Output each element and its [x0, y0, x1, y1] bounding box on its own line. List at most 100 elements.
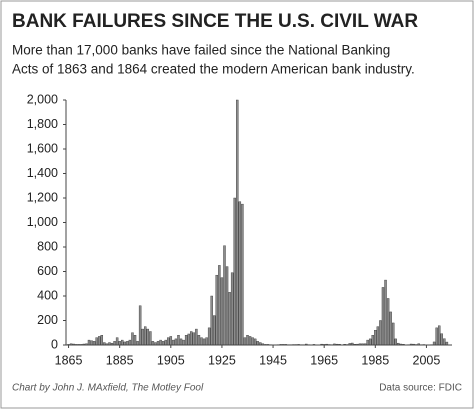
- x-tick-label: 1985: [361, 353, 389, 367]
- bar: [366, 339, 369, 346]
- bar: [149, 331, 152, 346]
- bar: [225, 266, 229, 346]
- bar: [190, 331, 193, 346]
- bar: [220, 277, 224, 346]
- credit: Chart by John J. MAxfield, The Motley Fo…: [12, 383, 204, 394]
- y-tick-label: 1,000: [27, 215, 58, 229]
- bar: [179, 338, 183, 346]
- bar: [238, 201, 242, 346]
- bar: [159, 339, 162, 346]
- bar: [236, 99, 239, 346]
- bar: [251, 337, 254, 346]
- x-tick-label: 1905: [157, 353, 185, 367]
- bar: [202, 338, 206, 346]
- bar: [228, 292, 231, 346]
- bar: [440, 333, 443, 346]
- bar: [92, 341, 96, 346]
- bar: [133, 335, 137, 346]
- bar: [100, 335, 104, 346]
- bar: [161, 341, 165, 346]
- bar: [374, 330, 377, 346]
- bar: [118, 341, 121, 346]
- bar: [138, 305, 142, 346]
- bar: [167, 337, 170, 346]
- bar: [192, 332, 196, 346]
- bar: [443, 338, 446, 346]
- bar: [386, 298, 390, 346]
- bar: [90, 340, 93, 346]
- y-tick-label: 0: [51, 337, 58, 351]
- y-tick-label: 1,600: [27, 141, 58, 155]
- bar: [241, 203, 244, 346]
- bar: [195, 328, 198, 346]
- bar: [435, 327, 438, 346]
- bar: [205, 337, 208, 346]
- bar: [207, 327, 211, 346]
- bar: [115, 337, 119, 346]
- bar: [146, 328, 150, 346]
- bar: [144, 326, 147, 346]
- bar: [389, 311, 392, 346]
- bar: [200, 337, 203, 346]
- y-tick-label: 2,000: [27, 92, 58, 106]
- bar: [213, 315, 216, 346]
- bar: [121, 339, 124, 346]
- bar: [128, 339, 132, 346]
- bar: [379, 320, 382, 346]
- bar: [87, 339, 91, 346]
- bar: [368, 338, 372, 346]
- x-tick-label: 1925: [208, 353, 236, 367]
- x-tick-label: 1885: [106, 353, 134, 367]
- chart-title: BANK FAILURES SINCE THE U.S. CIVIL WAR: [12, 11, 418, 32]
- bar: [248, 336, 252, 346]
- y-tick-label: 1,800: [27, 117, 58, 131]
- bar: [126, 341, 129, 346]
- bar: [141, 328, 144, 346]
- bar: [95, 337, 98, 346]
- bar: [218, 265, 221, 346]
- y-tick-label: 200: [37, 313, 58, 327]
- bar: [210, 295, 213, 346]
- bar: [230, 272, 234, 346]
- bar: [215, 274, 219, 346]
- y-tick-label: 400: [37, 288, 58, 302]
- bar: [253, 338, 257, 346]
- bar: [371, 335, 374, 346]
- bar: [187, 333, 190, 346]
- y-tick-label: 1,200: [27, 190, 58, 204]
- bar: [98, 336, 101, 346]
- bar: [156, 341, 160, 346]
- subtitle: Acts of 1863 and 1864 created the modern…: [12, 62, 415, 77]
- bar: [256, 341, 259, 346]
- bar: [182, 339, 185, 346]
- bar: [391, 322, 395, 346]
- bar: [164, 339, 167, 346]
- bar: [184, 335, 188, 346]
- bar: [177, 335, 180, 346]
- subtitle: More than 17,000 banks have failed since…: [12, 43, 390, 58]
- y-tick-label: 1,400: [27, 166, 58, 180]
- x-tick-label: 1945: [259, 353, 287, 367]
- y-tick-label: 800: [37, 239, 58, 253]
- bar: [384, 279, 387, 346]
- bar: [151, 341, 155, 346]
- bar: [169, 336, 173, 346]
- bar: [136, 341, 139, 346]
- y-tick-label: 600: [37, 264, 58, 278]
- bar: [243, 337, 247, 346]
- x-tick-label: 2005: [413, 353, 441, 367]
- bar: [197, 335, 201, 346]
- bar: [223, 245, 226, 346]
- bar: [437, 325, 441, 346]
- bar: [131, 332, 134, 346]
- bar: [376, 326, 380, 346]
- bar: [172, 339, 175, 346]
- bar: [113, 341, 116, 346]
- bar: [174, 338, 178, 346]
- bar: [381, 287, 385, 346]
- x-tick-label: 1865: [55, 353, 83, 367]
- source: Data source: FDIC: [379, 383, 462, 394]
- bar: [394, 338, 397, 346]
- x-tick-label: 1965: [310, 353, 338, 367]
